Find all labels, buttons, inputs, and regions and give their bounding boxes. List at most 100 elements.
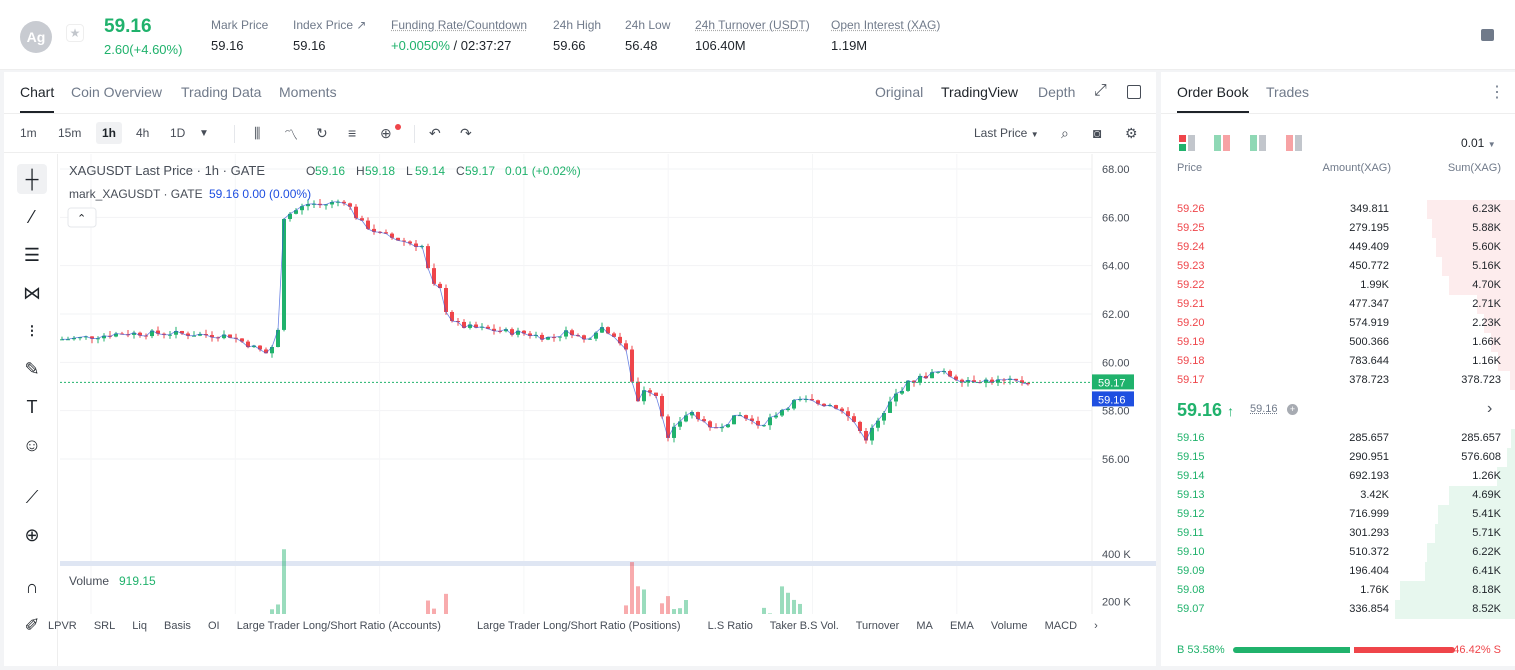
stat-value: 59.66 [553,38,586,53]
templates-icon[interactable]: ≡ [348,125,357,141]
timeframe-dropdown-icon[interactable]: ▼ [199,128,209,139]
ask-row[interactable]: 59.17 378.723 378.723 [1161,371,1515,390]
ruler-icon[interactable]: ⟋ [25,486,39,507]
bid-row[interactable]: 59.15 290.951 576.608 [1161,448,1515,467]
tab-order-book[interactable]: Order Book [1177,84,1249,113]
bid-row[interactable]: 59.16 285.657 285.657 [1161,429,1515,448]
stat-index-price[interactable]: Index Price ↗ 59.16 [293,18,366,53]
settings-gear-icon[interactable]: ⚙ [1125,125,1138,141]
row-amount: 349.811 [1350,203,1389,215]
indicator-basis[interactable]: Basis [164,620,191,632]
zoom-in-icon[interactable]: ⊕ [24,524,40,545]
fib-icon[interactable]: ⁝ [29,320,35,341]
buy-ratio: B 53.58% [1177,644,1225,656]
ask-row[interactable]: 59.20 574.919 2.23K [1161,314,1515,333]
favorite-star-icon[interactable]: ★ [66,24,84,42]
text-tool-icon[interactable]: T [26,396,38,417]
layout-both-icon[interactable] [1179,135,1195,151]
bid-row[interactable]: 59.08 1.76K 8.18K [1161,581,1515,600]
undo-icon[interactable]: ↶ [429,125,441,141]
crosshair-icon[interactable]: ┼ [17,164,47,194]
indicator-ls-ratio[interactable]: L.S Ratio [707,620,753,632]
depth-bar [1427,543,1515,562]
lock-draw-icon[interactable]: ✐ [24,614,40,635]
trend-line-icon[interactable]: ⁄ [30,206,34,227]
indicator-ma[interactable]: MA [916,620,933,632]
candle-body [132,332,136,335]
bid-row[interactable]: 59.13 3.42K 4.69K [1161,486,1515,505]
add-indicator-icon[interactable]: ⊕ [380,125,392,141]
timeframe-4h[interactable]: 4h [136,126,150,140]
mark-info-icon[interactable]: + [1287,404,1298,415]
layout-sells-icon[interactable] [1286,135,1302,151]
price-chart[interactable]: 68.0066.0064.0062.0060.0058.0056.0021222… [60,154,1156,614]
bid-row[interactable]: 59.11 301.293 5.71K [1161,524,1515,543]
indicator-srl[interactable]: SRL [93,620,116,632]
replay-icon[interactable]: ↻ [316,125,328,141]
book-icon[interactable] [1481,29,1494,41]
tab-chart[interactable]: Chart [20,84,55,113]
price-type-select[interactable]: Last Price ▼ [974,126,1039,140]
view-depth[interactable]: Depth [1038,84,1076,100]
indicator-ls-accounts[interactable]: Large Trader Long/Short Ratio (Accounts) [236,620,441,632]
brush-icon[interactable]: ✎ [24,358,40,379]
bid-row[interactable]: 59.12 716.999 5.41K [1161,505,1515,524]
layout-bids-icon[interactable] [1250,135,1266,151]
view-tradingview[interactable]: TradingView [941,84,1019,100]
bid-row[interactable]: 59.07 336.854 8.52K [1161,600,1515,619]
candle-type-icon[interactable]: ⫼ [254,125,261,141]
indicator-ema[interactable]: EMA [949,620,974,632]
layout-asks-icon[interactable] [1214,135,1230,151]
indicator-liq[interactable]: Liq [132,620,147,632]
chevron-right-icon[interactable]: › [1094,620,1098,632]
bid-row[interactable]: 59.09 196.404 6.41K [1161,562,1515,581]
horizontal-lines-icon[interactable]: ☰ [23,244,41,265]
indicator-taker[interactable]: Taker B.S Vol. [769,620,839,632]
ask-row[interactable]: 59.19 500.366 1.66K [1161,333,1515,352]
indicator-turnover[interactable]: Turnover [855,620,900,632]
up-arrow-icon: ↑ [1227,403,1235,419]
timeframe-1d[interactable]: 1D [170,126,186,140]
search-icon[interactable]: ⌕ [1061,125,1069,141]
magnet-icon[interactable]: ∩ [25,576,39,597]
expand-icon[interactable]: ⤢ [1094,82,1107,99]
indicator-volume[interactable]: Volume [990,620,1028,632]
ask-row[interactable]: 59.23 450.772 5.16K [1161,257,1515,276]
ask-row[interactable]: 59.24 449.409 5.60K [1161,238,1515,257]
candle-body [846,411,850,417]
depth-bar [1434,524,1515,543]
indicator-ls-positions[interactable]: Large Trader Long/Short Ratio (Positions… [476,620,681,632]
timeframe-1m[interactable]: 1m [20,126,37,140]
candle-body [774,415,778,418]
candle-body [660,395,664,417]
view-original[interactable]: Original [875,84,924,100]
more-icon[interactable]: ⋮ [1489,84,1505,101]
ask-row[interactable]: 59.25 279.195 5.88K [1161,219,1515,238]
legend-ohlc-key: L [406,164,413,178]
indicator-lpvr[interactable]: LPVR [48,620,77,632]
tab-coin-overview[interactable]: Coin Overview [71,84,163,100]
ask-row[interactable]: 59.18 783.644 1.16K [1161,352,1515,371]
bid-row[interactable]: 59.10 510.372 6.22K [1161,543,1515,562]
tab-trading-data[interactable]: Trading Data [181,84,262,100]
pattern-icon[interactable]: ⋈ [23,282,41,303]
indicator-macd[interactable]: MACD [1044,620,1078,632]
ask-row[interactable]: 59.21 477.347 2.71K [1161,295,1515,314]
candle-body [570,330,574,336]
redo-icon[interactable]: ↷ [460,125,472,141]
ask-row[interactable]: 59.26 349.811 6.23K [1161,200,1515,219]
fullscreen-icon[interactable] [1127,85,1141,99]
indicator-oi[interactable]: OI [208,620,220,632]
indicators-icon[interactable]: 〽 [284,127,298,143]
precision-select[interactable]: 0.01 ▼ [1461,136,1496,150]
chevron-right-icon[interactable]: › [1487,400,1493,417]
emoji-icon[interactable]: ☺ [22,434,42,455]
ask-row[interactable]: 59.22 1.99K 4.70K [1161,276,1515,295]
tab-trades[interactable]: Trades [1266,84,1310,100]
bid-row[interactable]: 59.14 692.193 1.26K [1161,467,1515,486]
candle-body [708,421,712,428]
timeframe-15m[interactable]: 15m [58,126,82,140]
camera-icon[interactable]: ◙ [1093,125,1102,141]
timeframe-1h[interactable]: 1h [96,122,123,144]
tab-moments[interactable]: Moments [279,84,337,100]
